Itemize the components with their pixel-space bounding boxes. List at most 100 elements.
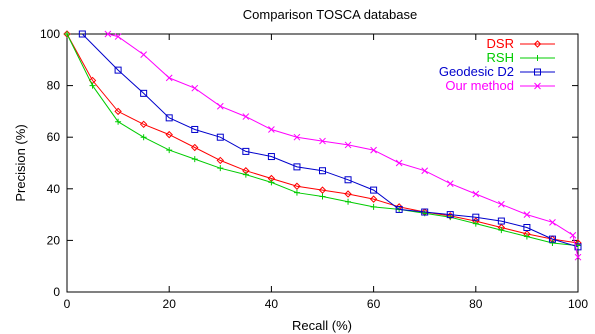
chart-title: Comparison TOSCA database [243,7,417,22]
data-point-dsr [344,190,352,198]
series-our-method [104,30,582,261]
data-point-rsh [293,189,300,196]
x-tick-label: 100 [568,297,588,311]
data-point-geodesic-d2 [421,208,429,216]
y-axis: 0 20 40 60 80 100 [40,27,578,299]
data-point-our-method [569,231,577,239]
x-tick-label: 60 [367,297,381,311]
series-line-dsr [66,33,579,244]
legend-label: Our method [445,78,514,93]
data-point-dsr [369,195,378,203]
data-point-our-method [370,146,377,154]
legend-item-dsr: DSR [487,36,555,51]
data-point-rsh [140,134,147,141]
data-point-geodesic-d2 [140,89,148,97]
data-point-geodesic-d2 [293,163,301,171]
legend-item-our-method: Our method [445,78,555,93]
data-point-rsh [217,165,224,172]
data-point-geodesic-d2 [446,211,454,219]
data-point-geodesic-d2 [267,153,275,161]
data-point-dsr [318,186,327,194]
data-point-dsr [191,143,199,152]
x-tick-label: 40 [265,297,279,311]
data-point-geodesic-d2 [370,186,378,194]
x-tick-label: 80 [469,297,483,311]
legend-item-geodesic-d2: Geodesic D2 [439,64,555,79]
data-point-our-method [140,51,148,58]
data-point-rsh [242,171,249,178]
series-geodesic-d2 [78,30,582,251]
y-tick-label: 60 [47,130,61,144]
data-point-dsr [139,120,148,129]
data-point-dsr [165,130,173,139]
legend-label: Geodesic D2 [439,64,514,79]
data-point-our-method [165,74,173,82]
data-point-geodesic-d2 [114,66,122,74]
data-point-our-method [242,113,250,120]
data-point-geodesic-d2 [78,30,86,38]
data-point-rsh [549,239,556,246]
data-point-our-method [216,102,224,110]
data-point-our-method [104,30,112,38]
data-point-our-method [523,211,531,218]
data-point-geodesic-d2 [497,217,505,225]
data-point-dsr [114,107,122,116]
data-point-geodesic-d2 [242,147,250,155]
data-point-rsh [115,118,122,125]
data-point-our-method [268,126,275,133]
data-point-geodesic-d2 [319,167,326,175]
y-tick-label: 0 [53,285,60,299]
data-point-our-method [549,218,556,226]
data-point-rsh [319,193,326,200]
legend-label: DSR [487,36,514,51]
legend-label: RSH [487,50,514,65]
legend-marker [533,40,542,48]
legend-marker [534,82,541,90]
data-point-rsh [370,203,377,210]
data-point-our-method [395,159,403,167]
plot-frame [66,33,579,293]
y-tick-label: 80 [47,79,61,93]
data-point-rsh [89,82,96,89]
data-point-geodesic-d2 [191,125,199,133]
data-point-our-method [293,133,301,141]
y-tick-label: 20 [47,233,61,247]
x-tick-label: 0 [64,297,71,311]
data-point-our-method [446,180,454,187]
data-point-geodesic-d2 [216,133,224,141]
data-point-our-method [114,33,122,40]
data-point-our-method [191,84,199,92]
y-tick-label: 100 [40,27,60,41]
data-point-geodesic-d2 [523,224,531,231]
data-point-our-method [472,190,480,198]
data-point-rsh [268,179,275,186]
series-rsh [64,31,581,249]
data-point-rsh [523,233,530,240]
data-point-our-method [344,141,352,149]
data-point-rsh [345,198,352,205]
data-point-our-method [497,200,505,208]
legend-marker [534,68,541,76]
data-point-rsh [166,147,173,154]
x-tick-label: 20 [163,297,177,311]
data-point-rsh [64,31,70,37]
legend-marker [534,55,541,61]
data-point-rsh [191,156,198,163]
x-axis-label: Recall (%) [292,318,352,333]
data-point-rsh [472,220,479,227]
x-axis: 0 20 40 60 80 100 [64,34,588,311]
legend-item-rsh: RSH [487,50,555,65]
data-point-geodesic-d2 [344,176,352,184]
data-point-our-method [421,167,429,175]
data-point-geodesic-d2 [574,243,582,251]
data-point-rsh [498,227,505,234]
data-point-geodesic-d2 [472,213,480,221]
data-point-geodesic-d2 [165,114,173,122]
data-point-our-method [574,253,582,261]
data-point-geodesic-d2 [395,205,403,213]
series-line-geodesic-d2 [81,33,579,248]
series-group [63,30,582,261]
data-point-geodesic-d2 [548,235,556,243]
